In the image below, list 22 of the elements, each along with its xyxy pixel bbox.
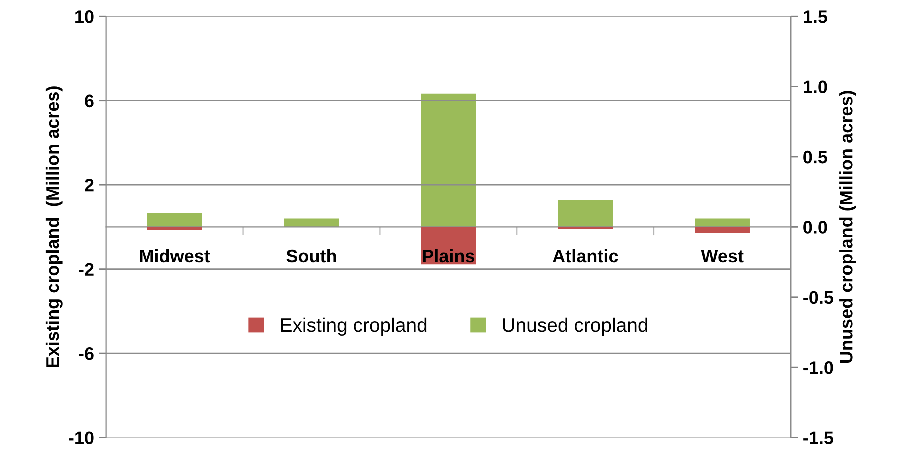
x-tick-label: Plains [423, 249, 475, 263]
y2-tick-label: 0.0 [804, 221, 828, 234]
y2-axis-title: Unused cropland (Million acres) [840, 91, 856, 364]
y-tick-label: -2 [79, 263, 94, 276]
legend-label: Existing cropland [281, 318, 427, 336]
y2-tick-label: 1.5 [804, 10, 828, 24]
legend-label: Unused cropland [503, 318, 648, 336]
x-tick-label: West [701, 250, 744, 263]
y-tick-label: 2 [85, 179, 94, 192]
y-axis-title: Existing cropland (Million acres) [46, 86, 63, 368]
y2-tick-label: 0.5 [804, 150, 828, 164]
y-tick-label: -10 [69, 432, 94, 444]
y2-tick-label: -1.0 [804, 362, 834, 374]
x-tick-label: South [286, 249, 336, 263]
y-tick-label: 10 [76, 10, 94, 24]
y2-tick-label: 1.0 [804, 80, 828, 94]
x-tick-label: Midwest [140, 249, 210, 263]
y2-tick-label: -0.5 [804, 291, 834, 304]
y-tick-label: -6 [79, 347, 94, 360]
x-tick-label: Atlantic [552, 249, 618, 263]
y2-tick-label: -1.5 [804, 432, 834, 444]
y-tick-label: 6 [85, 94, 94, 108]
